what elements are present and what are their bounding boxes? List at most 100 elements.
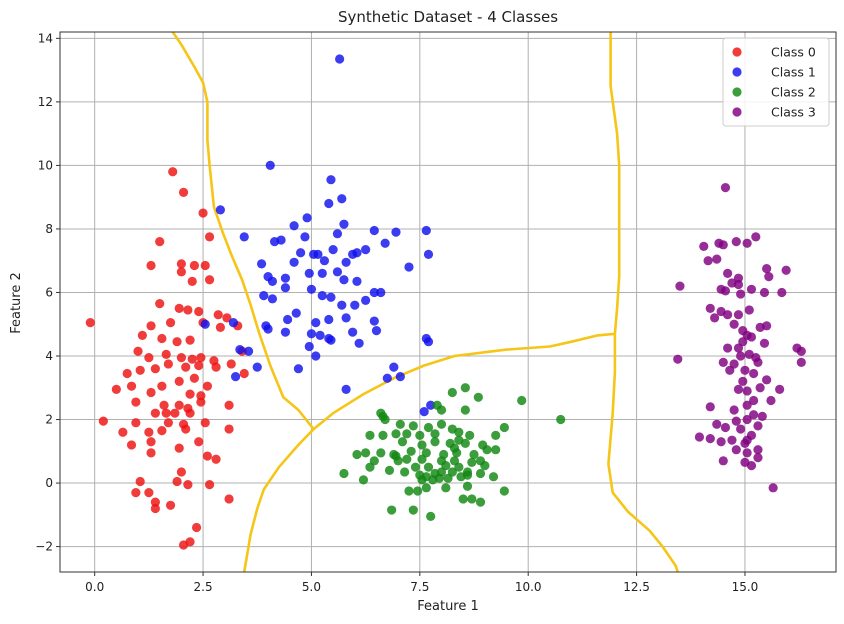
data-point <box>304 341 314 352</box>
data-point <box>155 298 165 309</box>
data-point <box>751 232 761 242</box>
data-point <box>170 408 180 418</box>
data-point <box>482 445 492 455</box>
data-point <box>436 405 447 415</box>
legend: Class 0 Class 1 Class 2 Class 3 <box>722 37 830 127</box>
data-point <box>712 254 722 264</box>
data-point <box>176 352 186 363</box>
data-point <box>157 333 167 344</box>
legend-marker <box>732 107 742 117</box>
data-point <box>753 357 763 367</box>
data-point <box>762 321 772 331</box>
data-point <box>256 259 267 269</box>
data-point <box>146 387 156 398</box>
data-point <box>395 419 405 429</box>
data-point <box>369 225 379 236</box>
data-point <box>200 418 210 428</box>
data-point <box>705 303 715 313</box>
data-point <box>265 160 275 171</box>
data-point <box>738 376 748 387</box>
data-point <box>395 372 405 382</box>
series-class-1 <box>200 54 436 417</box>
data-point <box>252 362 262 372</box>
data-point <box>280 273 291 283</box>
legend-label: Class 3 <box>771 105 816 120</box>
data-point <box>194 360 204 371</box>
data-point <box>465 430 475 441</box>
data-point <box>293 364 304 374</box>
data-point <box>200 319 210 329</box>
data-point <box>753 453 763 463</box>
data-point <box>699 241 709 252</box>
data-point <box>178 187 189 198</box>
data-point <box>755 383 765 393</box>
data-point <box>213 310 223 320</box>
data-point <box>443 473 453 483</box>
data-point <box>462 481 473 491</box>
data-point <box>161 408 171 418</box>
data-point <box>404 486 414 496</box>
data-point <box>319 256 330 266</box>
data-point <box>361 244 371 255</box>
data-point <box>168 167 178 177</box>
data-point <box>475 468 486 479</box>
data-point <box>163 418 173 428</box>
data-point <box>720 183 731 193</box>
data-point <box>473 392 483 402</box>
data-point <box>183 480 193 490</box>
legend-label: Class 2 <box>771 85 816 100</box>
data-point <box>762 375 772 385</box>
data-point <box>421 483 431 493</box>
data-point <box>777 287 787 298</box>
data-point <box>746 332 757 342</box>
data-point <box>174 376 184 387</box>
legend-marker <box>732 47 742 57</box>
data-point <box>350 300 360 310</box>
data-point <box>215 205 226 215</box>
data-point <box>211 362 221 372</box>
data-point <box>766 395 776 406</box>
data-point <box>410 462 421 472</box>
data-point <box>196 352 206 363</box>
data-point <box>705 433 715 444</box>
chart-title: Synthetic Dataset - 4 Classes <box>338 8 558 26</box>
data-point <box>426 400 436 410</box>
data-point <box>460 438 470 448</box>
data-point <box>475 497 486 507</box>
data-point <box>467 494 477 504</box>
data-point <box>332 267 343 277</box>
x-tick-label: 0.0 <box>85 580 104 594</box>
data-point <box>749 368 759 379</box>
data-point <box>417 454 427 464</box>
data-point <box>430 437 440 447</box>
x-tick-label: 10.0 <box>515 580 542 594</box>
data-point <box>239 368 249 379</box>
data-point <box>191 522 202 533</box>
data-point <box>488 472 499 482</box>
data-point <box>317 291 327 301</box>
data-point <box>400 467 410 477</box>
data-point <box>172 476 182 487</box>
data-point <box>341 257 351 267</box>
legend-marker <box>732 67 742 77</box>
y-tick-label: 14 <box>38 31 53 45</box>
legend-marker <box>732 87 742 97</box>
data-point <box>475 456 486 466</box>
data-point <box>150 408 160 418</box>
data-point <box>133 346 143 356</box>
data-point <box>185 408 195 418</box>
data-point <box>408 421 418 431</box>
data-point <box>289 221 299 231</box>
data-point <box>491 430 501 441</box>
data-point <box>326 335 336 345</box>
data-point <box>335 54 345 64</box>
data-point <box>733 310 744 320</box>
data-point <box>178 540 189 550</box>
data-point <box>423 249 434 259</box>
data-point <box>181 424 191 434</box>
data-point <box>499 422 509 433</box>
data-point <box>341 384 351 394</box>
data-point <box>731 237 741 247</box>
data-point <box>725 365 735 375</box>
